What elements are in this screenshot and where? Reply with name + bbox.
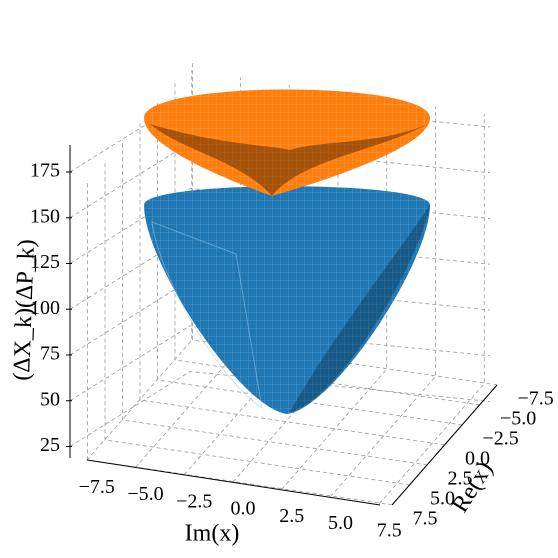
x-tick-label: −5.0 bbox=[500, 408, 536, 430]
z-axis-label: (ΔX_k)(ΔP_k) bbox=[9, 239, 40, 381]
y-tick-label: 0.0 bbox=[231, 498, 256, 520]
z-tick-label: 125 bbox=[30, 251, 60, 273]
x-tick-label: −7.5 bbox=[518, 388, 554, 410]
y-tick-label: 7.5 bbox=[377, 519, 402, 541]
grid-line bbox=[122, 140, 428, 466]
surface-mesh bbox=[144, 186, 430, 414]
z-tick-label: 75 bbox=[40, 343, 60, 365]
grid-line bbox=[281, 99, 388, 490]
x-tick-label: 7.5 bbox=[413, 508, 438, 530]
z-tick-label: 50 bbox=[40, 388, 60, 410]
grid-line bbox=[232, 92, 339, 483]
x-tick-label: −2.5 bbox=[483, 428, 519, 450]
surface-shade bbox=[290, 205, 430, 412]
surface-upper bbox=[144, 89, 430, 196]
z-tick-label: 25 bbox=[40, 434, 60, 456]
x-axis-line bbox=[391, 384, 498, 506]
grid-line bbox=[69, 371, 491, 447]
surface-lower bbox=[144, 186, 430, 414]
surface-shade bbox=[150, 124, 428, 196]
grid-line bbox=[174, 80, 481, 406]
x-tick-label: 5.0 bbox=[430, 488, 455, 510]
y-tick-label: 5.0 bbox=[328, 512, 353, 534]
x-tick-label: 2.5 bbox=[448, 468, 473, 490]
surface-mesh bbox=[144, 89, 430, 196]
grid-line bbox=[378, 113, 485, 505]
y-axis-label: Im(x) bbox=[185, 521, 240, 547]
surface-cut bbox=[151, 221, 263, 410]
x-tick-label: 0.0 bbox=[465, 448, 490, 470]
grid-line bbox=[139, 120, 446, 446]
grid-line bbox=[69, 325, 491, 402]
y-tick-label: −2.5 bbox=[176, 490, 212, 512]
y-axis-line bbox=[86, 459, 381, 506]
z-tick-label: 175 bbox=[30, 160, 60, 182]
grid-line bbox=[330, 106, 436, 497]
z-tick-label: 100 bbox=[30, 297, 60, 319]
z-tick-label: 150 bbox=[30, 205, 60, 227]
grid-line bbox=[157, 100, 463, 426]
y-tick-label: −5.0 bbox=[127, 483, 163, 505]
grid-line bbox=[69, 188, 491, 264]
y-tick-label: 2.5 bbox=[279, 505, 304, 527]
grid-line bbox=[104, 160, 411, 486]
grid-line bbox=[192, 60, 498, 386]
y-tick-label: −7.5 bbox=[79, 476, 115, 498]
